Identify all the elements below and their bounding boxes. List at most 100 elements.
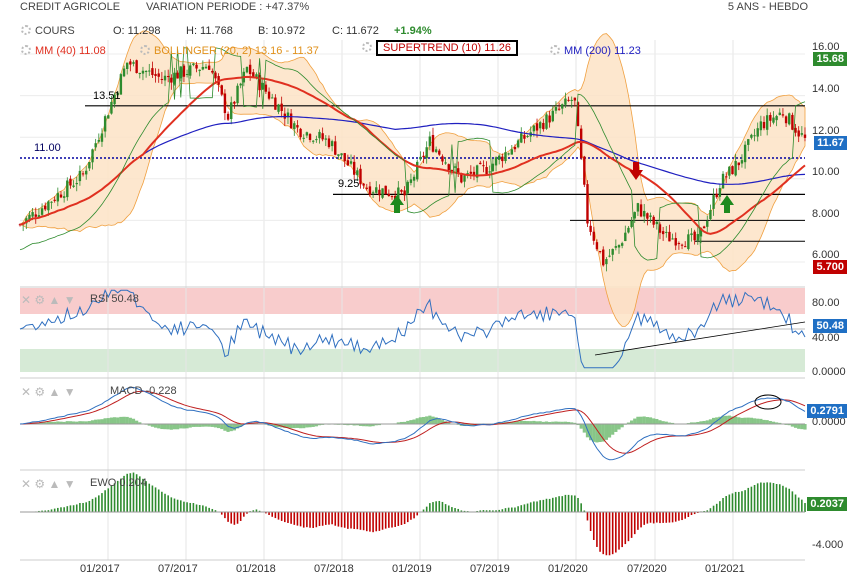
macd-histogram-bar xyxy=(399,421,404,424)
ewo-bar xyxy=(413,512,415,519)
candle-body xyxy=(204,66,208,69)
candle-body xyxy=(315,139,318,141)
price-tick-16: 16.00 xyxy=(812,41,840,53)
ewo-tools[interactable]: ✕ ⚙ ▲ ▼ xyxy=(21,477,76,491)
macd-histogram-bar xyxy=(525,421,530,424)
macd-histogram-bar xyxy=(71,421,76,424)
macd-histogram-bar xyxy=(661,421,665,424)
ewo-bar xyxy=(397,512,400,526)
candle-body xyxy=(403,190,406,196)
candle-body xyxy=(431,134,435,152)
macd-histogram-bar xyxy=(595,424,599,443)
ewo-bar xyxy=(583,510,586,512)
ewo-bar xyxy=(284,512,286,523)
candle-body xyxy=(141,70,145,74)
gear-icon[interactable] xyxy=(550,45,560,55)
legend-cours[interactable]: COURS xyxy=(21,25,75,37)
candle-body xyxy=(734,160,737,176)
macd-histogram-bar xyxy=(254,422,259,424)
ewo-bar xyxy=(778,484,781,512)
ewo-bar xyxy=(432,502,434,512)
macd-histogram-bar xyxy=(153,424,158,428)
x-tick: 01/2018 xyxy=(236,563,276,575)
price-tick-14: 14.00 xyxy=(812,83,840,95)
candle-body xyxy=(258,74,261,91)
ewo-bar xyxy=(561,496,564,512)
ewo-bar xyxy=(170,497,173,512)
macd-histogram-bar xyxy=(116,417,120,424)
macd-histogram-bar xyxy=(642,416,646,424)
macd-histogram-bar xyxy=(166,424,170,430)
ewo-bar xyxy=(94,497,97,512)
candle-body xyxy=(460,173,463,183)
macd-histogram-bar xyxy=(576,424,580,426)
macd-histogram-bar xyxy=(611,424,615,435)
ewo-bar xyxy=(511,507,513,512)
ewo-bar xyxy=(665,512,668,523)
mm40-line xyxy=(19,75,806,235)
legend-mm40[interactable]: MM (40) 11.08 xyxy=(21,45,106,57)
ewo-bar xyxy=(85,502,88,512)
macd-histogram-bar xyxy=(273,424,277,427)
ewo-bar xyxy=(388,512,390,528)
gear-icon[interactable] xyxy=(21,45,31,55)
macd-histogram-bar xyxy=(157,424,161,429)
candle-body xyxy=(800,133,804,135)
candle-body xyxy=(192,63,195,66)
candle-body xyxy=(368,186,372,196)
macd-histogram-bar xyxy=(570,422,574,424)
candle-body xyxy=(769,115,772,121)
macd-histogram-bar xyxy=(226,424,230,432)
legend-change: +1.94% xyxy=(394,25,432,37)
candle-body xyxy=(457,168,460,174)
gear-icon[interactable] xyxy=(362,42,372,52)
candle-body xyxy=(687,234,690,250)
ewo-bar xyxy=(451,507,453,512)
macd-histogram-bar xyxy=(431,416,435,424)
legend-high: H: 11.768 xyxy=(186,25,233,37)
legend-mm200[interactable]: MM (200) 11.23 xyxy=(550,45,641,57)
candle-body xyxy=(482,165,485,167)
candle-body xyxy=(756,128,759,137)
candle-body xyxy=(507,153,510,155)
candle-body xyxy=(743,144,747,163)
gear-icon[interactable] xyxy=(21,25,31,35)
instrument-name: CREDIT AGRICOLE xyxy=(20,1,121,13)
candle-body xyxy=(132,62,135,64)
candle-body xyxy=(31,212,34,217)
ewo-bar xyxy=(164,493,166,512)
rsi-tools[interactable]: ✕ ⚙ ▲ ▼ xyxy=(21,293,76,307)
legend-supertrend[interactable]: SUPERTREND (10) 11.26 xyxy=(362,40,518,56)
ewo-bar xyxy=(72,505,75,512)
candle-body xyxy=(778,112,781,115)
macd-histogram-bar xyxy=(84,421,88,424)
ewo-bar xyxy=(208,507,210,512)
gear-icon[interactable] xyxy=(140,45,150,55)
ewo-bar xyxy=(88,500,91,512)
ewo-bar xyxy=(536,501,538,512)
candle-body xyxy=(340,153,343,156)
macd-tools[interactable]: ✕ ⚙ ▲ ▼ xyxy=(21,385,76,399)
candle-body xyxy=(56,193,60,202)
ewo-bar xyxy=(293,512,296,525)
ewo-bar xyxy=(157,489,160,512)
candle-body xyxy=(185,74,189,76)
ewo-bar xyxy=(794,494,797,512)
candle-body xyxy=(384,185,387,195)
legend-bollinger[interactable]: BOLLINGER (20, 2) 13.16 - 11.37 xyxy=(140,45,319,57)
macd-histogram-bar xyxy=(765,420,769,424)
ewo-bar xyxy=(255,509,258,512)
macd-histogram-bar xyxy=(746,417,750,424)
macd-histogram-bar xyxy=(535,421,539,424)
period-selector[interactable]: 5 ANS - HEBDO xyxy=(727,1,808,13)
price-tick-8: 8.000 xyxy=(812,208,840,220)
ewo-bar xyxy=(142,478,144,512)
candle-body xyxy=(91,149,94,163)
candle-body xyxy=(538,122,542,129)
candle-body xyxy=(668,231,671,242)
macd-histogram-bar xyxy=(295,424,300,428)
candle-body xyxy=(624,232,627,242)
candle-body xyxy=(605,259,608,265)
ewo-bar xyxy=(290,512,292,524)
macd-histogram-bar xyxy=(440,420,445,424)
